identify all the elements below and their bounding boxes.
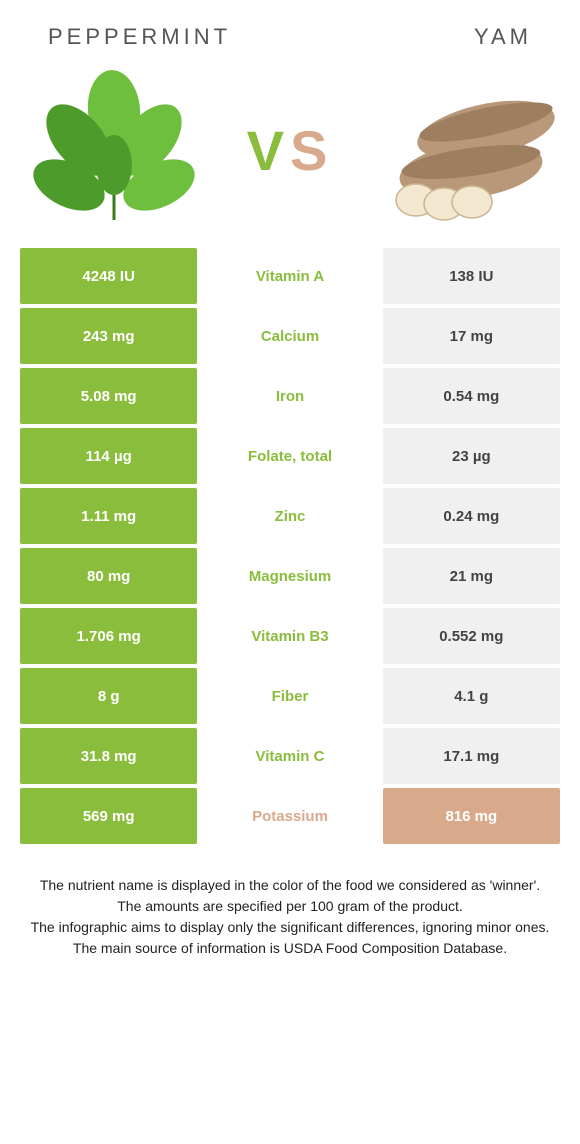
value-left: 31.8 mg: [20, 728, 197, 784]
table-row: 1.706 mgVitamin B30.552 mg: [18, 608, 562, 664]
table-row: 569 mgPotassium816 mg: [18, 788, 562, 844]
value-right: 17.1 mg: [383, 728, 560, 784]
table-row: 31.8 mgVitamin C17.1 mg: [18, 728, 562, 784]
value-right: 0.552 mg: [383, 608, 560, 664]
nutrient-name: Potassium: [201, 788, 378, 844]
nutrient-name: Magnesium: [201, 548, 378, 604]
yam-image: [376, 70, 556, 230]
table-row: 243 mgCalcium17 mg: [18, 308, 562, 364]
vs-label: VS: [247, 118, 334, 183]
value-right: 0.24 mg: [383, 488, 560, 544]
value-left: 1.706 mg: [20, 608, 197, 664]
vs-s: S: [290, 119, 333, 182]
nutrient-name: Fiber: [201, 668, 378, 724]
value-left: 8 g: [20, 668, 197, 724]
peppermint-image: [24, 70, 204, 230]
table-row: 5.08 mgIron0.54 mg: [18, 368, 562, 424]
value-right: 138 IU: [383, 248, 560, 304]
table-row: 4248 IUVitamin A138 IU: [18, 248, 562, 304]
table-row: 1.11 mgZinc0.24 mg: [18, 488, 562, 544]
value-right: 23 µg: [383, 428, 560, 484]
nutrient-name: Iron: [201, 368, 378, 424]
value-left: 114 µg: [20, 428, 197, 484]
footnote-line: The main source of information is USDA F…: [30, 939, 550, 958]
header: PEPPERMINT YAM: [0, 0, 580, 62]
value-left: 569 mg: [20, 788, 197, 844]
value-right: 4.1 g: [383, 668, 560, 724]
value-left: 5.08 mg: [20, 368, 197, 424]
nutrient-name: Zinc: [201, 488, 378, 544]
footnote-line: The infographic aims to display only the…: [30, 918, 550, 937]
table-row: 8 gFiber4.1 g: [18, 668, 562, 724]
value-left: 243 mg: [20, 308, 197, 364]
nutrient-name: Vitamin B3: [201, 608, 378, 664]
value-right: 21 mg: [383, 548, 560, 604]
value-left: 4248 IU: [20, 248, 197, 304]
comparison-table: 4248 IUVitamin A138 IU243 mgCalcium17 mg…: [18, 248, 562, 844]
title-right: YAM: [474, 24, 532, 50]
vs-v: V: [247, 119, 290, 182]
table-row: 80 mgMagnesium21 mg: [18, 548, 562, 604]
footnote-line: The nutrient name is displayed in the co…: [30, 876, 550, 895]
value-right: 0.54 mg: [383, 368, 560, 424]
table-row: 114 µgFolate, total23 µg: [18, 428, 562, 484]
footnote-line: The amounts are specified per 100 gram o…: [30, 897, 550, 916]
title-left: PEPPERMINT: [48, 24, 231, 50]
footnote: The nutrient name is displayed in the co…: [0, 848, 580, 958]
value-left: 1.11 mg: [20, 488, 197, 544]
value-left: 80 mg: [20, 548, 197, 604]
hero-row: VS: [0, 62, 580, 248]
value-right: 17 mg: [383, 308, 560, 364]
nutrient-name: Vitamin C: [201, 728, 378, 784]
nutrient-name: Folate, total: [201, 428, 378, 484]
value-right: 816 mg: [383, 788, 560, 844]
nutrient-name: Calcium: [201, 308, 378, 364]
nutrient-name: Vitamin A: [201, 248, 378, 304]
